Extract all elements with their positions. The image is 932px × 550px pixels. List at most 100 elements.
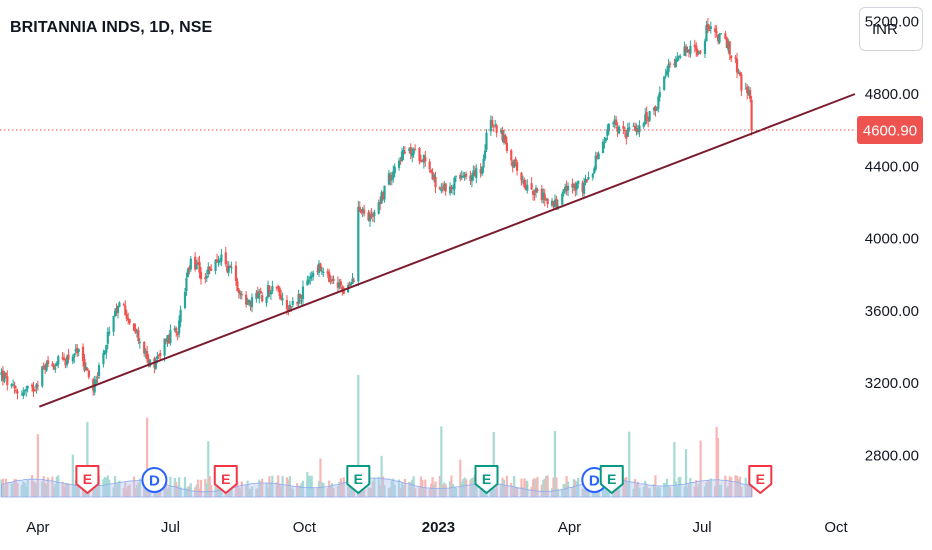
candle-body (418, 147, 421, 161)
candle-body (164, 339, 168, 342)
candle-body (115, 308, 118, 312)
dividend-label: D (149, 473, 160, 490)
volume-ma-area (1, 477, 753, 498)
y-tick-label: 3200.00 (865, 375, 919, 392)
candle-body (227, 265, 230, 273)
volume-spike (475, 475, 478, 497)
volume-bar (277, 475, 280, 497)
volume-bar (740, 486, 743, 497)
candle-body (198, 261, 201, 273)
candle-body (462, 176, 465, 178)
candle-body (617, 126, 621, 134)
candle-body (332, 278, 335, 282)
candle-body (97, 365, 101, 377)
volume-bar (269, 482, 273, 497)
volume-bar (122, 487, 125, 497)
volume-bar (444, 484, 447, 497)
volume-bar (6, 483, 9, 497)
volume-bar (555, 477, 558, 497)
candle-body (571, 183, 574, 188)
overlay-layer: 4600.90 (0, 93, 923, 408)
volume-bar (118, 480, 121, 497)
candle-body (674, 59, 677, 67)
volume-bar (259, 481, 262, 497)
candle-body (55, 363, 58, 366)
candle-body (329, 280, 332, 282)
candle-body (520, 172, 523, 181)
volume-bar (316, 488, 319, 497)
candle-body (718, 34, 721, 43)
candle-body (510, 150, 513, 161)
volume-bar (41, 481, 44, 497)
candle-body (62, 357, 66, 361)
candle-body (87, 370, 90, 378)
volume-bar (438, 475, 441, 497)
volume-bar (737, 479, 740, 497)
candle-body (163, 338, 166, 356)
candle-body (96, 377, 99, 379)
candle-body (74, 349, 77, 352)
candle-body (585, 179, 589, 182)
candle-body (259, 290, 262, 294)
candle-body (214, 259, 217, 271)
candle-body (338, 282, 341, 288)
volume-bar (25, 486, 28, 497)
candle-body (312, 272, 315, 277)
volume-bar (699, 440, 702, 497)
candle-body (511, 162, 514, 167)
volume-bar (349, 487, 353, 497)
candle-body (648, 111, 651, 121)
candle-body (20, 394, 23, 396)
candle-body (71, 356, 74, 362)
volume-bar (16, 482, 19, 497)
volume-bar (380, 455, 383, 497)
volume-bar (744, 477, 747, 497)
candle-body (572, 185, 575, 188)
candle-body (489, 119, 492, 132)
candle-body (296, 302, 299, 304)
volume-bar (530, 486, 533, 497)
volume-bar (622, 482, 625, 497)
candle-body (297, 294, 300, 304)
candle-body (587, 176, 590, 180)
volume-bar (46, 477, 50, 497)
candle-body (524, 185, 527, 191)
candle-body (76, 347, 79, 354)
candle-body (533, 193, 536, 196)
candle-body (224, 252, 227, 265)
volume-bar (648, 488, 651, 497)
candle-body (167, 335, 171, 344)
volume-spike (492, 432, 495, 497)
volume-bar (30, 475, 34, 497)
candle-body (709, 26, 712, 30)
candle-body (328, 272, 331, 283)
currency-button[interactable]: INR (859, 7, 923, 51)
volume-bar (715, 426, 718, 497)
candle-body (132, 323, 136, 331)
earnings-icon (599, 465, 624, 494)
candle-body (441, 187, 444, 189)
candle-body (207, 266, 210, 275)
candle-body (744, 88, 747, 90)
volume-bar (326, 488, 329, 497)
candle-body (108, 331, 111, 334)
candle-body (625, 132, 628, 139)
earnings-label: E (607, 471, 616, 487)
candle-body (706, 23, 709, 30)
volume-bar (214, 482, 217, 497)
candle-body (504, 135, 507, 143)
volume-bar (199, 479, 203, 497)
volume-bar (628, 431, 631, 497)
volume-bar (336, 486, 340, 497)
candle-body (357, 206, 360, 282)
candle-body (128, 319, 131, 324)
candle-body (623, 129, 626, 132)
volume-bar (574, 480, 577, 497)
volume-bar (339, 478, 342, 497)
volume-bar (42, 476, 45, 497)
volume-bar (668, 487, 672, 497)
candle-body (320, 270, 323, 272)
candle-body (402, 150, 405, 154)
